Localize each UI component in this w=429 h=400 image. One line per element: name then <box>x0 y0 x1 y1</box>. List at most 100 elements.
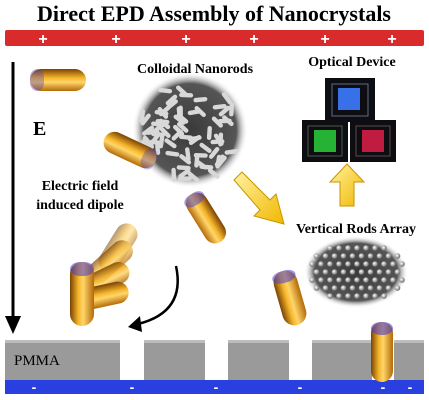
array-rod-top <box>358 285 365 291</box>
field-arrow-head <box>5 316 21 334</box>
array-rod-top <box>309 277 315 283</box>
colloid-rod <box>177 176 192 182</box>
array-rod-top <box>376 285 383 291</box>
plus-sign: + <box>387 31 396 48</box>
colloid-rod <box>165 94 178 106</box>
deposited-nanorod <box>371 322 393 382</box>
minus-sign: - <box>214 379 219 395</box>
array-rod-top <box>385 285 392 291</box>
array-rod-top <box>331 253 338 259</box>
colloid-rod <box>176 106 183 121</box>
colloid-rod <box>212 103 227 110</box>
array-rod-top <box>336 245 342 251</box>
minus-sign: - <box>381 379 386 395</box>
pmma-label: PMMA <box>14 353 60 369</box>
pmma-layer <box>5 340 424 380</box>
plus-sign: + <box>249 31 258 48</box>
colloid-rod <box>194 106 206 118</box>
colloid-rod <box>158 87 173 94</box>
array-rod-top <box>354 277 360 283</box>
colloid-rod <box>211 116 223 128</box>
array-rod-top <box>354 245 360 251</box>
colloid-rod <box>206 126 212 140</box>
array-rod-top <box>340 253 347 259</box>
dipole-label-line2: induced dipole <box>36 198 124 213</box>
array-rod-top <box>336 277 342 283</box>
array-rod-top <box>372 293 378 299</box>
colloid-rod <box>171 129 183 141</box>
colloid-rod <box>159 126 171 138</box>
array-rod-top <box>340 285 347 291</box>
colloid-rod <box>199 142 212 153</box>
colloid-rod <box>158 118 171 130</box>
optical-label: Optical Device <box>308 55 395 70</box>
array-rod-top <box>381 245 387 251</box>
colloid-rod <box>165 150 180 157</box>
plus-sign: + <box>320 31 329 48</box>
array-rod-top <box>331 285 338 291</box>
colloid-rod <box>171 167 177 182</box>
array-rod-top <box>349 285 356 291</box>
array-rod-top <box>354 293 360 299</box>
array-rod-top <box>394 285 401 291</box>
array-rod-top <box>381 293 387 299</box>
colloid-rod <box>178 168 191 179</box>
dipole-label-line1: Electric field <box>42 179 119 194</box>
colloid-rod <box>187 171 200 183</box>
vertical-rods-array-image <box>304 236 408 308</box>
array-rod-top <box>390 261 396 267</box>
array-rod-top <box>336 293 342 299</box>
minus-sign: - <box>32 379 37 395</box>
optical-device-image <box>302 78 396 162</box>
array-rod-top <box>367 269 374 275</box>
array-rod-top <box>340 269 347 275</box>
array-rod-top <box>372 261 378 267</box>
array-rod-top <box>363 293 369 299</box>
colloid-rod <box>142 125 155 136</box>
array-rod-top <box>394 253 401 259</box>
plus-sign: + <box>38 31 47 48</box>
array-rod-top <box>385 269 392 275</box>
array-rod-top <box>327 261 333 267</box>
array-rod-top <box>313 285 320 291</box>
array-rod-top <box>336 261 342 267</box>
array-rod-top <box>376 269 383 275</box>
array-rod-top <box>372 245 378 251</box>
array-rod-top <box>385 253 392 259</box>
array-rod-top <box>363 277 369 283</box>
bottom-electrode <box>5 380 424 394</box>
arrow-to-vertical-array <box>233 171 285 225</box>
colloid-rod <box>154 109 169 116</box>
top-electrode-signs: + + + + + + <box>38 31 396 48</box>
colloid-rod <box>215 154 222 169</box>
colloid-rod <box>178 134 193 140</box>
colloid-rod <box>149 134 160 147</box>
array-rod-top <box>390 277 396 283</box>
colloid-rod <box>199 164 214 170</box>
array-rod-top <box>345 277 351 283</box>
colloid-rod <box>193 96 208 103</box>
array-rod-top <box>331 269 338 275</box>
plus-sign: + <box>111 31 120 48</box>
array-rod-top <box>309 261 315 267</box>
nanorod <box>272 269 307 326</box>
array-rod-top <box>327 245 333 251</box>
colloid-rod <box>207 168 220 179</box>
array-rod-top <box>322 285 329 291</box>
nanorod <box>103 131 158 170</box>
plus-sign: + <box>181 31 190 48</box>
nanorod <box>30 69 86 91</box>
array-rod-top <box>327 277 333 283</box>
array-rod-top <box>381 277 387 283</box>
colloid-rod <box>224 148 239 155</box>
rotating-rod-sequence <box>70 223 138 326</box>
minus-sign: - <box>298 379 303 395</box>
field-label: E <box>33 118 46 140</box>
array-rod-top <box>345 261 351 267</box>
colloid-rod <box>208 146 220 159</box>
colloid-rod <box>164 138 177 149</box>
array-rod-top <box>399 261 405 267</box>
colloid-rod <box>139 109 145 124</box>
